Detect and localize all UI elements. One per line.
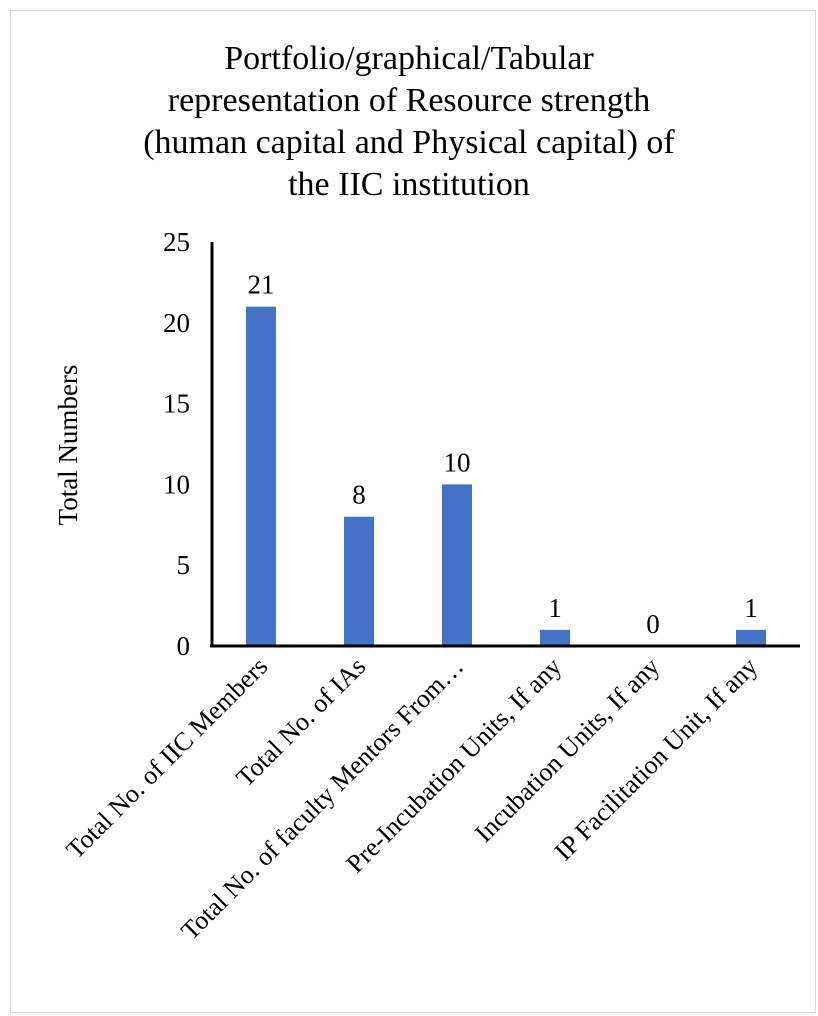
y-tick-label: 15	[163, 389, 190, 419]
y-tick-label: 20	[163, 308, 190, 338]
data-label: 10	[444, 447, 471, 477]
bar	[344, 516, 374, 646]
bar	[442, 484, 472, 646]
x-category-label: Total No. of IIC Members	[61, 652, 274, 865]
data-label: 21	[248, 270, 275, 300]
y-tick-label: 25	[163, 227, 190, 257]
x-category-label: IP Facilitation Unit, If any	[549, 652, 763, 866]
data-label: 1	[744, 593, 758, 623]
y-tick-label: 5	[177, 550, 191, 580]
chart-frame	[10, 10, 816, 1013]
bar	[246, 306, 276, 646]
bar	[736, 629, 766, 646]
y-tick-label: 0	[177, 631, 191, 661]
data-label: 0	[646, 609, 660, 639]
chart-title-line-2: representation of Resource strength	[167, 82, 651, 119]
data-label: 1	[548, 593, 562, 623]
y-axis-ticks: 0 5 10 15 20 25	[163, 227, 190, 661]
y-axis-title: Total Numbers	[53, 365, 83, 526]
bar	[540, 629, 570, 646]
y-tick-label: 10	[163, 469, 190, 499]
x-category-label: Incubation Units, If any	[469, 652, 665, 848]
chart-title-line-1: Portfolio/graphical/Tabular	[224, 40, 594, 77]
chart-title-line-3: (human capital and Physical capital) of	[143, 124, 675, 161]
chart-title: Portfolio/graphical/Tabular representati…	[0, 38, 818, 206]
data-label: 8	[352, 480, 366, 510]
chart-title-line-4: the IIC institution	[288, 166, 530, 203]
bars-group	[246, 306, 766, 646]
